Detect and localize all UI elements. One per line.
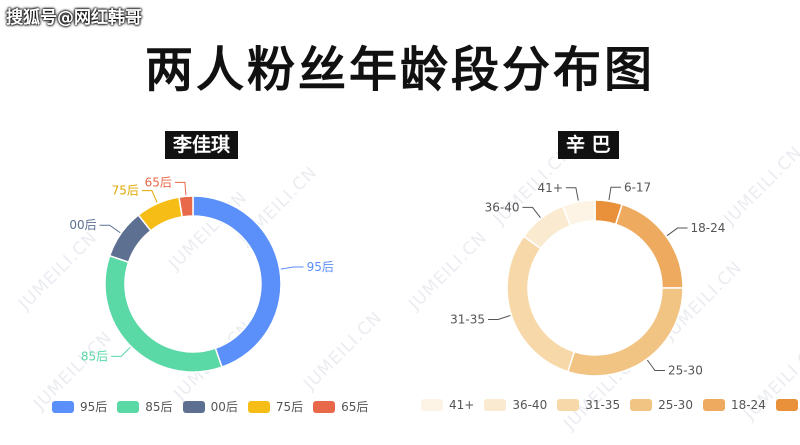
- legend-left: 95后 85后 00后 75后 65后: [52, 398, 378, 415]
- donut-slice: [192, 195, 282, 369]
- legend-label: 41+: [449, 398, 475, 412]
- slice-label: 18-24: [691, 221, 726, 235]
- slice-label: 31-35: [450, 313, 485, 327]
- legend-swatch: [484, 399, 507, 411]
- legend-swatch: [313, 401, 336, 413]
- page-title: 两人粉丝年龄段分布图: [144, 42, 655, 98]
- slice-leader-line: [111, 346, 131, 357]
- slice-label: 6-17: [624, 180, 651, 194]
- legend-item[interactable]: 6-17: [775, 398, 800, 412]
- legend-item[interactable]: 36-40: [484, 398, 547, 412]
- slice-leader-line: [280, 266, 304, 270]
- legend-item[interactable]: 65后: [313, 398, 368, 415]
- legend-item[interactable]: 75后: [247, 398, 304, 415]
- donut-slice: [566, 287, 684, 377]
- legend-swatch: [52, 401, 74, 413]
- legend-label: 00后: [210, 400, 238, 414]
- slice-leader-line: [99, 224, 121, 234]
- legend-swatch: [182, 401, 205, 413]
- legend-item[interactable]: 85后: [117, 398, 173, 415]
- legend-swatch: [247, 401, 270, 413]
- slice-label: 95后: [307, 260, 334, 274]
- legend-swatch: [557, 399, 580, 411]
- legend-item[interactable]: 18-24: [702, 398, 766, 412]
- slice-leader-line: [141, 190, 158, 203]
- legend-swatch: [702, 399, 725, 411]
- slice-leader-line: [608, 186, 621, 201]
- slice-label: 75后: [112, 184, 139, 198]
- slice-label: 36-40: [485, 200, 520, 214]
- slice-label: 00后: [69, 218, 96, 232]
- chart-title-right: 辛 巴: [558, 131, 619, 159]
- slice-leader-line: [565, 187, 579, 201]
- legend-label: 36-40: [512, 398, 548, 412]
- slice-leader-line: [646, 359, 665, 372]
- slice-label: 65后: [145, 175, 172, 189]
- legend-swatch: [775, 399, 798, 411]
- slice-label: 41+: [538, 181, 563, 195]
- legend-label: 65后: [341, 400, 369, 414]
- legend-label: 31-35: [585, 398, 621, 412]
- legend-swatch: [117, 401, 140, 413]
- source-tag: 搜狐号@网红韩哥: [6, 8, 142, 28]
- legend-swatch: [421, 399, 443, 411]
- legend-label: 25-30: [658, 398, 693, 412]
- legend-item[interactable]: 41+: [421, 398, 474, 412]
- slice-label: 25-30: [668, 364, 703, 378]
- slice-leader-line: [487, 315, 511, 321]
- legend-label: 75后: [275, 400, 304, 414]
- legend-item[interactable]: 00后: [182, 398, 238, 415]
- legend-right: 41+ 36-40 31-35 25-30 18-24 6-17: [421, 398, 800, 412]
- legend-swatch: [630, 399, 653, 411]
- donut-slice: [506, 235, 576, 373]
- legend-label: 95后: [80, 400, 108, 414]
- top-bar: 搜狐号@网红韩哥: [0, 0, 800, 34]
- donut-slice: [178, 195, 194, 218]
- legend-item[interactable]: 25-30: [630, 398, 693, 412]
- donut-slice: [522, 205, 572, 250]
- legend-item[interactable]: 95后: [52, 398, 107, 415]
- legend-item[interactable]: 31-35: [557, 398, 620, 412]
- slice-leader-line: [522, 206, 541, 218]
- donut-slice: [614, 203, 684, 289]
- legend-label: 18-24: [730, 398, 766, 412]
- chart-title-left: 李佳琪: [165, 131, 239, 159]
- slice-label: 85后: [81, 349, 108, 363]
- legend-label: 85后: [145, 400, 173, 414]
- donut-slice: [561, 199, 596, 227]
- slice-leader-line: [666, 227, 688, 237]
- slice-leader-line: [174, 181, 187, 196]
